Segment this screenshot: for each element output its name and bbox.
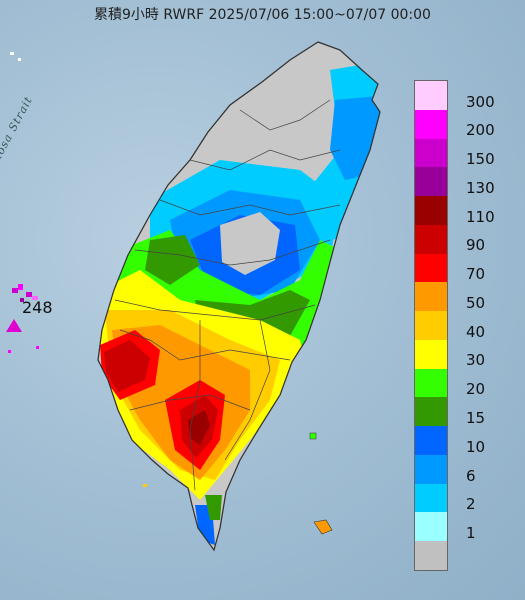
legend-tick-label: 1 (466, 524, 476, 543)
legend-tick-label: 20 (466, 380, 486, 399)
legend-tick-label: 90 (466, 236, 486, 255)
legend-tick-label: 30 (466, 351, 486, 370)
legend-tick-label: 40 (466, 322, 486, 341)
legend-tick-label: 2 (466, 495, 476, 514)
offshore-islands (309, 432, 333, 535)
legend-swatch (415, 224, 447, 255)
penghu-islands (8, 284, 39, 353)
legend-swatch (415, 483, 447, 513)
legend-swatch (415, 81, 447, 111)
legend-swatch (415, 541, 447, 571)
legend-swatch (415, 368, 447, 398)
legend-swatch (415, 454, 447, 485)
max-rainfall-marker-icon (6, 319, 22, 332)
legend-swatch (415, 253, 447, 283)
legend-tick-label: 6 (466, 466, 476, 485)
max-rainfall-value: 248 (22, 298, 53, 317)
legend-tick-label: 70 (466, 265, 486, 284)
legend-swatch (415, 339, 447, 370)
legend-tick-label: 110 (466, 207, 495, 226)
legend-swatch (415, 109, 447, 139)
legend-swatch (415, 397, 447, 427)
legend-swatch (415, 311, 447, 341)
legend-swatch (415, 196, 447, 226)
legend-tick-label: 300 (466, 92, 495, 111)
legend-tick-label: 130 (466, 178, 495, 197)
county-boundaries (114, 99, 341, 491)
color-legend (414, 80, 448, 571)
legend-swatch (415, 167, 447, 197)
legend-tick-label: 150 (466, 150, 495, 169)
map-title: 累積9小時 RWRF 2025/07/06 15:00~07/07 00:00 (94, 7, 431, 23)
legend-swatch (415, 426, 447, 456)
legend-tick-label: 10 (466, 437, 486, 456)
legend-tick-label: 200 (466, 121, 495, 140)
legend-tick-label: 50 (466, 293, 486, 312)
legend-tick-label: 15 (466, 408, 486, 427)
rainfall-shading (98, 60, 380, 545)
legend-swatch (415, 138, 447, 168)
legend-swatch (415, 282, 447, 312)
legend-swatch (415, 512, 447, 542)
